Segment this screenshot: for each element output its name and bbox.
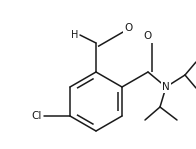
Text: H: H [71,30,78,40]
Text: Cl: Cl [32,111,42,121]
Text: N: N [162,82,170,92]
Text: O: O [144,31,152,41]
Text: O: O [124,23,132,33]
